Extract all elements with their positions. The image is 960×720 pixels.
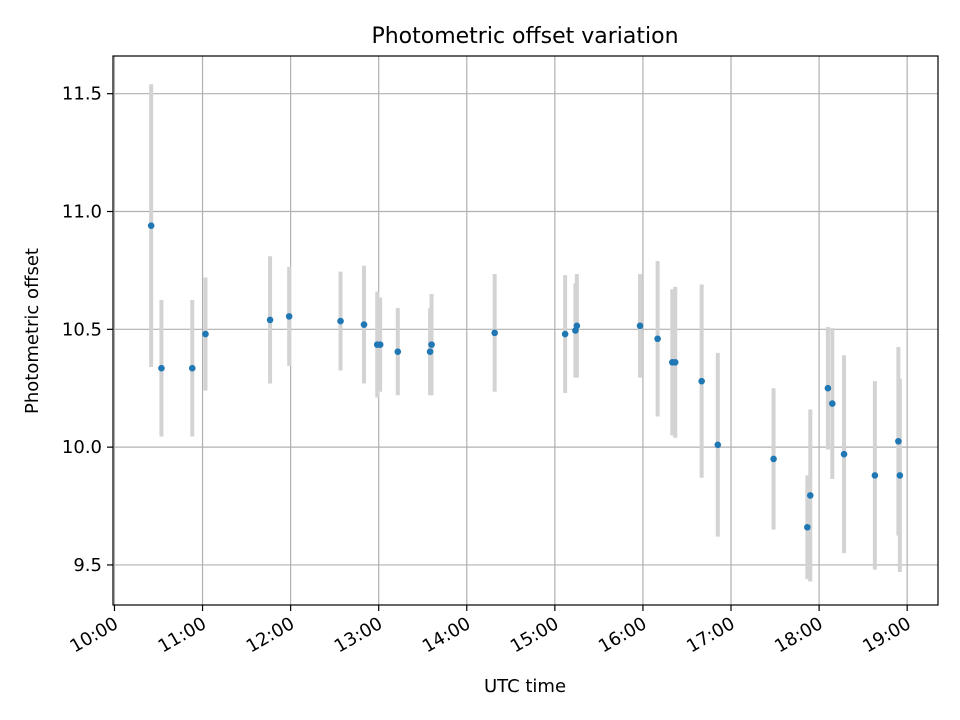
x-tick-label: 17:00 (683, 613, 738, 657)
plot-frame (112, 55, 939, 606)
data-point (824, 384, 832, 392)
data-point (285, 313, 293, 320)
data-point (895, 437, 902, 445)
x-tick-label: 13:00 (331, 613, 386, 657)
y-tick-label: 10.5 (62, 319, 102, 340)
y-tick-label: 10.0 (62, 437, 102, 458)
data-point (714, 441, 722, 449)
data-point (698, 377, 705, 385)
x-tick-label: 14:00 (419, 613, 474, 657)
x-tick-label: 12:00 (243, 613, 298, 657)
data-point (806, 492, 814, 499)
data-point (636, 322, 644, 330)
y-axis-label: Photometric offset (22, 248, 43, 414)
data-point (158, 364, 165, 372)
data-point (188, 364, 196, 372)
data-point (671, 359, 679, 366)
data-point (426, 348, 434, 356)
x-axis-label: UTC time (484, 676, 566, 697)
data-points (147, 222, 904, 531)
error-bars (149, 84, 902, 582)
x-tick-label: 18:00 (771, 613, 826, 657)
y-tick-label: 11.5 (62, 84, 102, 105)
y-tick-label: 11.0 (62, 202, 102, 223)
chart-title: Photometric offset variation (371, 24, 678, 49)
data-point (428, 341, 435, 348)
data-point (804, 523, 811, 531)
x-tick-label: 19:00 (859, 613, 914, 657)
data-point (896, 472, 904, 479)
x-tick-label: 15:00 (507, 613, 562, 657)
axis-ticks: 10:00 11:00 12:00 13:00 14:00 15:00 16:00 17:00… (62, 84, 915, 658)
data-point (829, 400, 836, 407)
data-point (376, 341, 384, 348)
data-point (394, 348, 402, 356)
data-point (491, 329, 498, 337)
grid (113, 56, 938, 605)
data-point (147, 222, 155, 229)
data-point (573, 322, 581, 330)
data-point (360, 321, 368, 328)
data-point (266, 316, 274, 324)
data-point (337, 317, 344, 325)
data-point (871, 472, 879, 479)
data-point (202, 330, 209, 338)
data-point (840, 450, 848, 458)
x-tick-label: 16:00 (595, 613, 650, 657)
data-point (654, 335, 661, 343)
data-point (770, 455, 777, 463)
x-tick-label: 10:00 (67, 613, 122, 657)
x-tick-label: 11:00 (155, 613, 210, 657)
data-point (561, 330, 569, 338)
y-tick-label: 9.5 (73, 555, 102, 576)
